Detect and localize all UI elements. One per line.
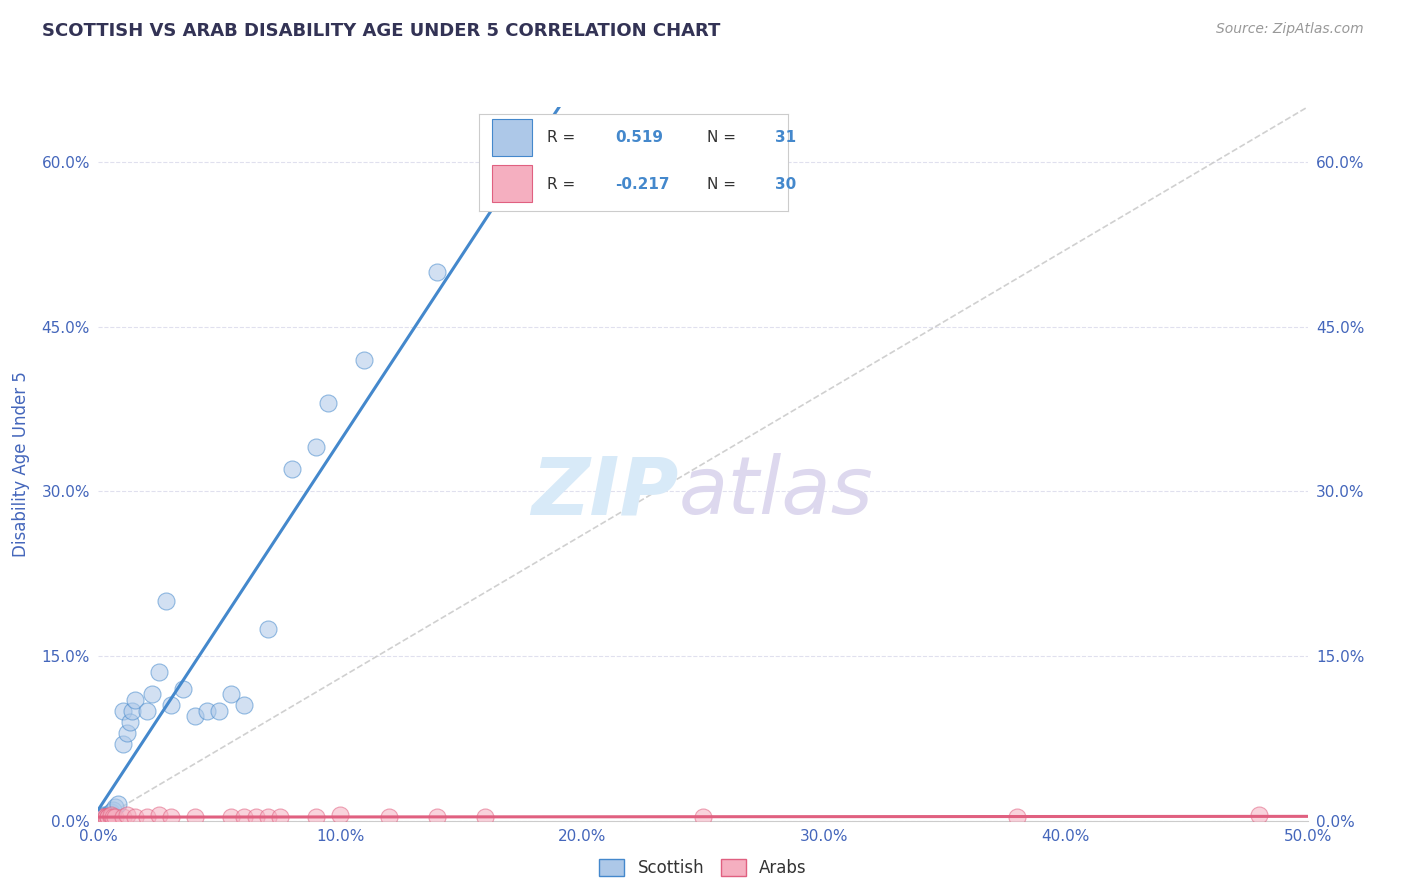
Text: SCOTTISH VS ARAB DISABILITY AGE UNDER 5 CORRELATION CHART: SCOTTISH VS ARAB DISABILITY AGE UNDER 5 … (42, 22, 720, 40)
Point (124, 810, 146, 824)
Point (91, 808, 114, 822)
Point (141, 687, 163, 701)
Point (148, 808, 170, 822)
Point (91, 810, 114, 824)
Point (104, 800, 127, 814)
Point (100, 805, 122, 819)
Point (100, 808, 122, 822)
Point (117, 726, 139, 740)
Point (135, 810, 157, 824)
Point (232, 810, 254, 824)
Point (256, 622, 278, 636)
Point (426, 810, 449, 824)
Point (100, 808, 122, 822)
Point (117, 808, 139, 822)
Point (474, 810, 496, 824)
Point (184, 709, 207, 723)
Point (221, 810, 243, 824)
Point (94, 810, 117, 824)
Point (426, 265, 449, 279)
Point (101, 810, 124, 824)
Point (184, 810, 207, 824)
Text: Source: ZipAtlas.com: Source: ZipAtlas.com (1216, 22, 1364, 37)
Point (353, 352, 375, 367)
Point (172, 681, 194, 696)
Point (316, 396, 339, 410)
Point (256, 810, 278, 824)
Point (281, 462, 304, 476)
Point (208, 704, 231, 718)
Point (94, 810, 117, 824)
Text: atlas: atlas (679, 453, 873, 532)
Point (107, 797, 129, 812)
Y-axis label: Disability Age Under 5: Disability Age Under 5 (13, 371, 31, 557)
Point (100, 810, 122, 824)
Point (195, 704, 218, 718)
Point (329, 808, 352, 822)
Point (692, 810, 714, 824)
Point (111, 737, 134, 751)
Point (148, 665, 170, 680)
Point (221, 687, 243, 701)
Point (97, 810, 120, 824)
Point (97, 808, 120, 822)
Point (101, 803, 124, 817)
Point (377, 810, 399, 824)
Point (160, 810, 183, 824)
Point (305, 810, 328, 824)
Point (1249, 808, 1271, 822)
Point (245, 810, 267, 824)
Point (104, 810, 127, 824)
Point (135, 704, 157, 718)
Point (91, 810, 114, 824)
Point (269, 810, 291, 824)
Point (155, 594, 177, 608)
Point (160, 698, 183, 713)
Point (97, 810, 120, 824)
Point (124, 693, 146, 707)
Point (94, 808, 117, 822)
Point (118, 714, 141, 729)
Point (1007, 810, 1029, 824)
Point (111, 810, 134, 824)
Text: ZIP: ZIP (531, 453, 679, 532)
Point (121, 704, 143, 718)
Legend: Scottish, Arabs: Scottish, Arabs (592, 852, 814, 884)
Point (111, 704, 134, 718)
Point (232, 698, 254, 713)
Point (305, 441, 328, 455)
